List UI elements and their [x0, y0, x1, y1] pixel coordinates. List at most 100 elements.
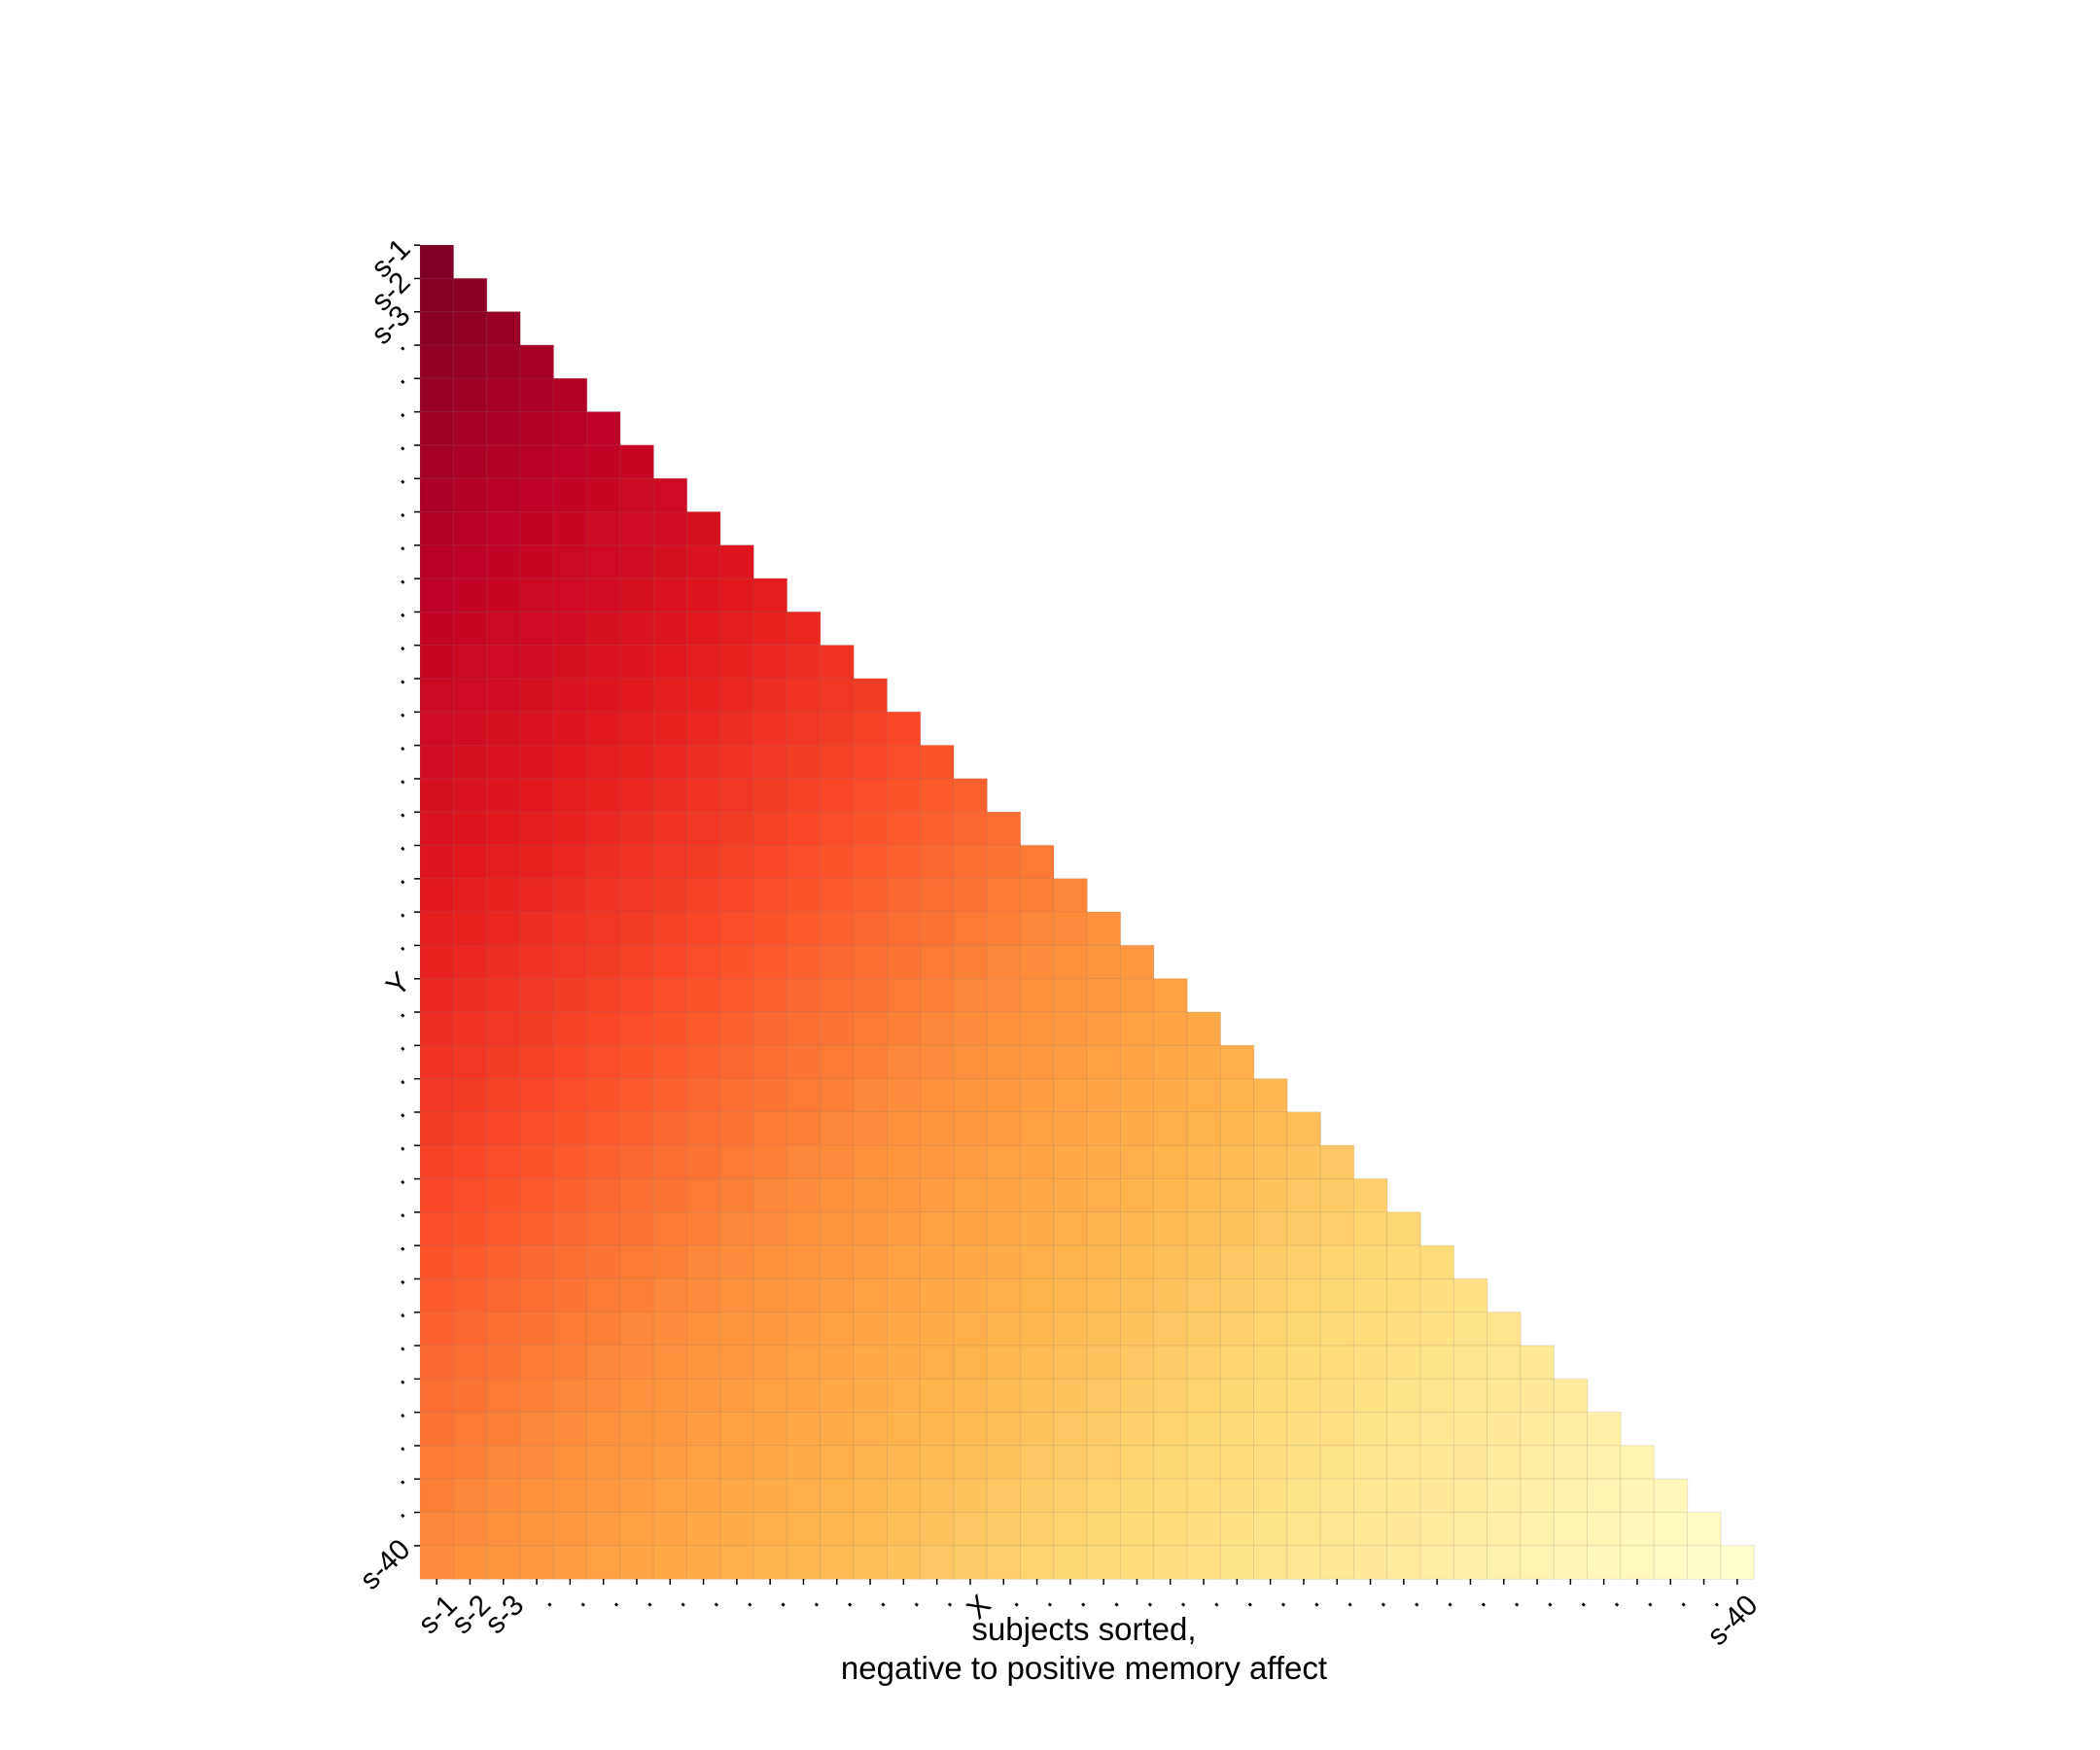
heatmap-cell	[786, 1412, 822, 1447]
heatmap-cell	[953, 1078, 988, 1113]
heatmap-cell	[1153, 1177, 1188, 1213]
heatmap-cell	[652, 477, 688, 513]
heatmap-cell	[586, 510, 621, 546]
heatmap-cell	[920, 1111, 955, 1146]
y-tick-label: ·	[387, 433, 416, 462]
heatmap-cell	[1053, 1011, 1088, 1047]
heatmap-cell	[1053, 1177, 1088, 1213]
heatmap-cell	[719, 1345, 754, 1381]
heatmap-cell	[1352, 1312, 1388, 1347]
heatmap-cell	[1419, 1511, 1455, 1547]
heatmap-cell	[619, 1144, 654, 1180]
heatmap-cell	[619, 1412, 654, 1447]
heatmap-cell	[685, 1111, 721, 1146]
heatmap-cell	[752, 778, 788, 813]
heatmap-cell	[552, 1011, 588, 1047]
heatmap-cell	[586, 1078, 621, 1113]
heatmap-cell	[552, 1044, 588, 1080]
heatmap-cell	[886, 944, 922, 980]
heatmap-cell	[586, 878, 621, 913]
heatmap-cell	[953, 978, 988, 1013]
heatmap-cell	[486, 544, 521, 579]
heatmap-cell	[586, 1177, 621, 1213]
heatmap-cell	[1253, 1312, 1288, 1347]
y-tick-label: ·	[387, 1200, 416, 1229]
heatmap-cell	[1086, 1111, 1122, 1146]
heatmap-cell	[552, 477, 588, 513]
heatmap-cell	[452, 1478, 488, 1514]
heatmap-cell	[552, 377, 588, 413]
heatmap-cell	[552, 510, 588, 546]
heatmap-cell	[419, 944, 455, 980]
heatmap-cell	[1086, 1011, 1122, 1047]
heatmap-cell	[719, 1078, 754, 1113]
heatmap-cell	[1153, 1511, 1188, 1547]
heatmap-cell	[752, 1177, 788, 1213]
heatmap-cell	[786, 678, 822, 714]
heatmap-cell	[619, 1011, 654, 1047]
heatmap-cell	[920, 1545, 955, 1580]
heatmap-cell	[1053, 1078, 1088, 1113]
y-tick-label: ·	[387, 367, 416, 396]
heatmap-cell	[1153, 1144, 1188, 1180]
heatmap-cell	[486, 411, 521, 446]
heatmap-cell	[886, 911, 922, 947]
heatmap-cell	[853, 844, 889, 880]
heatmap-cell	[1153, 1078, 1188, 1113]
heatmap-cell	[419, 1011, 455, 1047]
heatmap-cell	[719, 944, 754, 980]
heatmap-cell	[820, 711, 855, 747]
heatmap-cell	[1019, 1312, 1055, 1347]
heatmap-cell	[652, 1345, 688, 1381]
heatmap-cell	[719, 1545, 754, 1580]
heatmap-cell	[685, 878, 721, 913]
x-tick-label: ·	[1301, 1589, 1330, 1618]
heatmap-cell	[1053, 944, 1088, 980]
heatmap-cell	[685, 1511, 721, 1547]
heatmap-cell	[1253, 1211, 1288, 1246]
heatmap-cell	[652, 944, 688, 980]
heatmap-cell	[752, 1478, 788, 1514]
heatmap-cell	[519, 1312, 555, 1347]
heatmap-cell	[886, 745, 922, 780]
heatmap-cell	[1053, 1144, 1088, 1180]
heatmap-cell	[886, 1312, 922, 1347]
heatmap-cell	[1286, 1511, 1321, 1547]
heatmap-cell	[619, 745, 654, 780]
heatmap-cell	[1219, 1044, 1255, 1080]
heatmap-cell	[452, 578, 488, 613]
heatmap-cell	[1452, 1278, 1488, 1313]
heatmap-cell	[486, 311, 521, 346]
heatmap-cell	[752, 1545, 788, 1580]
heatmap-cell	[1119, 1011, 1155, 1047]
heatmap-cell	[586, 1244, 621, 1280]
heatmap-cell	[619, 1111, 654, 1146]
heatmap-cell	[452, 444, 488, 479]
heatmap-cell	[1019, 1278, 1055, 1313]
heatmap-cell	[1286, 1412, 1321, 1447]
heatmap-cell	[853, 811, 889, 847]
y-tick-label: ·	[387, 1500, 416, 1529]
heatmap-cell	[519, 978, 555, 1013]
heatmap-cell	[853, 1445, 889, 1480]
heatmap-cell	[685, 544, 721, 579]
heatmap-cell	[853, 944, 889, 980]
heatmap-cell	[619, 1445, 654, 1480]
heatmap-cell	[419, 510, 455, 546]
heatmap-cell	[719, 1011, 754, 1047]
heatmap-cell	[486, 611, 521, 647]
heatmap-cell	[486, 1278, 521, 1313]
heatmap-cell	[719, 1445, 754, 1480]
x-tick-label: ·	[1568, 1589, 1597, 1618]
heatmap-cell	[519, 611, 555, 647]
heatmap-cell	[752, 611, 788, 647]
heatmap-cell	[886, 1378, 922, 1414]
heatmap-cell	[419, 377, 455, 413]
heatmap-cell	[786, 1078, 822, 1113]
y-axis-ticks: s-1s-2s-3···················Y···········…	[354, 232, 420, 1596]
x-tick-label: s-3	[479, 1589, 531, 1640]
heatmap-cell	[1119, 944, 1155, 980]
heatmap-cell	[452, 1011, 488, 1047]
heatmap-cell	[1452, 1378, 1488, 1414]
heatmap-cell	[519, 778, 555, 813]
